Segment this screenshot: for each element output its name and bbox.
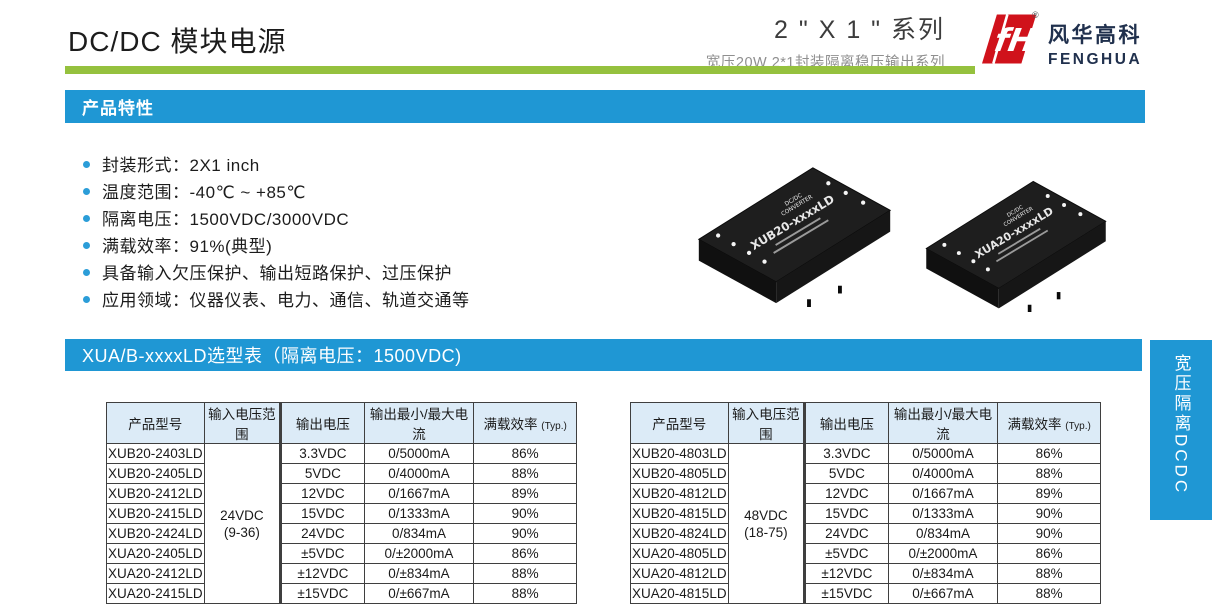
col-header-input-range: 输入电压范围 xyxy=(203,402,282,444)
logo-text: 风华高科 FENGHUA xyxy=(1048,19,1142,69)
col-header-output-voltage: 输出电压 xyxy=(279,402,365,444)
col-header-efficiency: 满载效率 (Typ.) xyxy=(997,402,1101,444)
table-row: XUA20-2405LD ±5VDC 0/±2000mA 86% xyxy=(106,543,577,564)
table-row: XUB20-2403LD 24VDC (9-36) 3.3VDC 0/5000m… xyxy=(106,443,577,604)
feature-list: 封装形式：2X1 inch 温度范围：-40℃ ~ +85℃ 隔离电压：1500… xyxy=(83,152,470,314)
input-range-cell: 48VDC (18-75) xyxy=(727,443,806,604)
table-row: XUB20-4824LD 24VDC 0/834mA 90% xyxy=(630,523,1101,544)
series-title: 2 " X 1 " 系列 xyxy=(774,16,945,44)
page-title: DC/DC 模块电源 xyxy=(68,26,287,57)
brand-name-cn: 风华高科 xyxy=(1048,24,1142,47)
col-header-input-range: 输入电压范围 xyxy=(727,402,806,444)
side-tab-wide-input-isolated-dcdc[interactable]: 宽压隔离DCDC xyxy=(1150,340,1212,520)
table-header-row: 产品型号 输入电压范围 输出电压 输出最小/最大电流 满载效率 (Typ.) xyxy=(630,402,1101,444)
product-photo-xub20: DC/DC CONVERTER XUB20-xxxxLD xyxy=(692,162,897,312)
section-banner-selection: XUA/B-xxxxLD选型表（隔离电压：1500VDC) xyxy=(65,339,1142,371)
feature-item: 封装形式：2X1 inch xyxy=(83,152,470,179)
col-header-output-current: 输出最小/最大电流 xyxy=(887,402,999,444)
table-row: XUA20-4815LD ±15VDC 0/±667mA 88% xyxy=(630,583,1101,604)
table-row: XUB20-2412LD 12VDC 0/1667mA 89% xyxy=(106,483,577,504)
side-tab-label: 宽压隔离DCDC xyxy=(1171,354,1191,496)
selection-table-48vdc: 产品型号 输入电压范围 输出电压 输出最小/最大电流 满载效率 (Typ.) X… xyxy=(630,402,1101,604)
table-row: XUA20-4805LD ±5VDC 0/±2000mA 86% xyxy=(630,543,1101,564)
brand-name-en: FENGHUA xyxy=(1048,51,1143,68)
section-title-selection: XUA/B-xxxxLD选型表（隔离电压：1500VDC) xyxy=(82,346,462,366)
feature-item: 隔离电压：1500VDC/3000VDC xyxy=(83,206,470,233)
section-banner-features: 产品特性 xyxy=(65,90,1145,123)
table-row: XUB20-2405LD 5VDC 0/4000mA 88% xyxy=(106,463,577,484)
feature-item: 具备输入欠压保护、输出短路保护、过压保护 xyxy=(83,260,470,287)
product-photo-xua20: DC/DC CONVERTER XUA20-xxxxLD xyxy=(920,176,1112,317)
feature-item: 应用领域：仪器仪表、电力、通信、轨道交通等 xyxy=(83,287,470,314)
table-row: XUB20-4803LD 48VDC (18-75) 3.3VDC 0/5000… xyxy=(630,443,1101,604)
table-row: XUA20-2415LD ±15VDC 0/±667mA 88% xyxy=(106,583,577,604)
table-row: XUB20-2415LD 15VDC 0/1333mA 90% xyxy=(106,503,577,524)
col-header-output-current: 输出最小/最大电流 xyxy=(363,402,475,444)
header-divider-bar xyxy=(65,66,975,74)
col-header-model: 产品型号 xyxy=(630,402,729,444)
fenghua-logo-icon: fH xyxy=(982,13,1038,65)
feature-item: 温度范围：-40℃ ~ +85℃ xyxy=(83,179,470,206)
table-row: XUB20-2424LD 24VDC 0/834mA 90% xyxy=(106,523,577,544)
col-header-efficiency: 满载效率 (Typ.) xyxy=(473,402,577,444)
registered-trademark-mark: ® xyxy=(1032,10,1039,20)
svg-text:fH: fH xyxy=(992,23,1038,59)
table-row: XUB20-4815LD 15VDC 0/1333mA 90% xyxy=(630,503,1101,524)
col-header-output-voltage: 输出电压 xyxy=(803,402,889,444)
table-row: XUA20-2412LD ±12VDC 0/±834mA 88% xyxy=(106,563,577,584)
table-row: XUA20-4812LD ±12VDC 0/±834mA 88% xyxy=(630,563,1101,584)
table-row: XUB20-4805LD 5VDC 0/4000mA 88% xyxy=(630,463,1101,484)
series-block: 2 " X 1 " 系列 宽压20W 2*1封装隔离稳压输出系列 xyxy=(640,10,945,72)
col-header-model: 产品型号 xyxy=(106,402,205,444)
input-range-cell: 24VDC (9-36) xyxy=(203,443,282,604)
section-title-features: 产品特性 xyxy=(82,99,154,118)
selection-table-24vdc: 产品型号 输入电压范围 输出电压 输出最小/最大电流 满载效率 (Typ.) X… xyxy=(106,402,577,604)
feature-item: 满载效率：91%(典型) xyxy=(83,233,470,260)
table-header-row: 产品型号 输入电压范围 输出电压 输出最小/最大电流 满载效率 (Typ.) xyxy=(106,402,577,444)
fenghua-logo: fH 风华高科 FENGHUA xyxy=(982,13,1142,69)
table-row: XUB20-4812LD 12VDC 0/1667mA 89% xyxy=(630,483,1101,504)
